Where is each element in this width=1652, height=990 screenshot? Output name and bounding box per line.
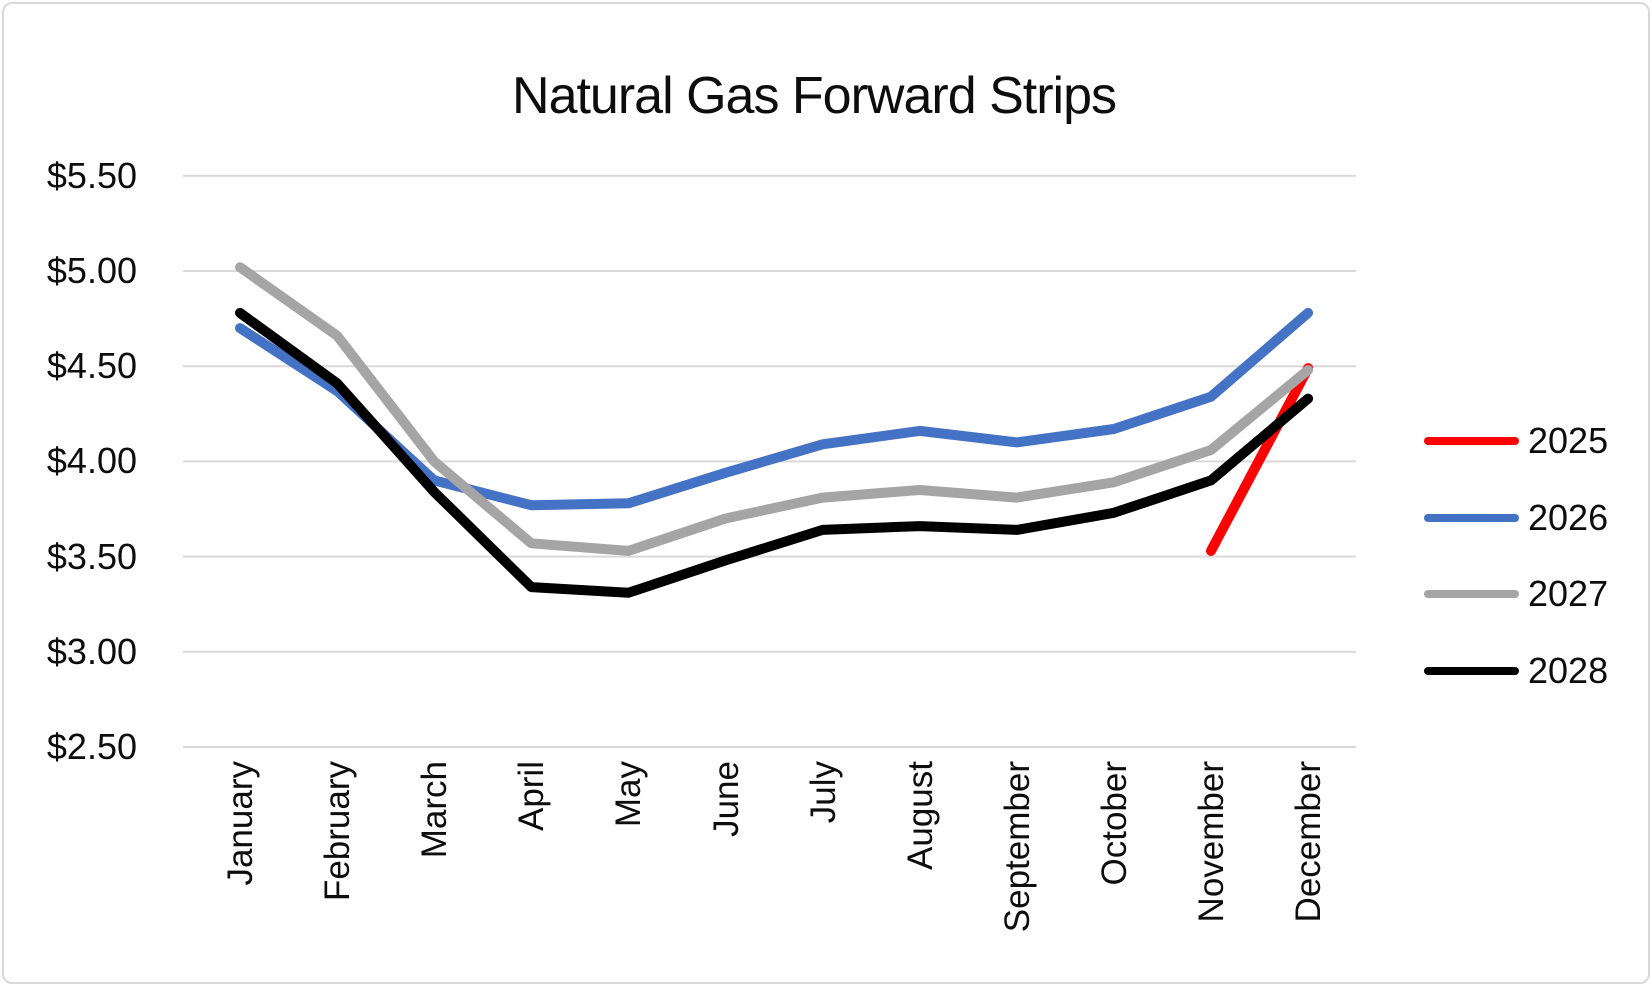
- legend-swatch-icon: [1424, 437, 1519, 445]
- legend-item-2026: 2026: [1424, 498, 1652, 538]
- x-axis-month-label: September: [997, 761, 1037, 933]
- legend-item-2025: 2025: [1424, 421, 1652, 461]
- y-axis-tick-label: $2.50: [46, 726, 137, 767]
- y-axis-tick-label: $5.50: [46, 154, 137, 196]
- x-axis-month-label: December: [1289, 761, 1329, 923]
- x-axis-month-label: January: [221, 761, 260, 886]
- legend-label: 2028: [1528, 650, 1609, 691]
- legend-label: 2027: [1528, 573, 1609, 614]
- y-axis-tick-label: $4.00: [46, 440, 137, 482]
- x-axis-month-label: February: [318, 761, 358, 902]
- series-line-2025: [1206, 363, 1314, 556]
- x-axis-month-label: October: [1094, 761, 1134, 886]
- legend-item-2027: 2027: [1424, 574, 1652, 614]
- y-axis-tick-label: $3.00: [46, 630, 137, 672]
- legend-swatch-icon: [1424, 514, 1519, 522]
- plot-area: [183, 174, 1356, 748]
- legend-swatch-icon: [1424, 590, 1519, 598]
- y-axis-tick-label: $5.00: [46, 250, 137, 291]
- series-line-2028: [235, 307, 1314, 598]
- legend-label: 2025: [1528, 420, 1609, 461]
- x-axis-month-label: June: [706, 761, 746, 837]
- x-axis-month-label: July: [803, 761, 843, 824]
- legend-label: 2026: [1528, 497, 1609, 538]
- y-axis-tick-label: $3.50: [46, 535, 137, 577]
- x-axis-month-label: April: [512, 761, 552, 832]
- legend: 2025 2026 2027 2028: [1424, 4, 1652, 990]
- x-axis-month-label: March: [415, 761, 455, 859]
- x-axis-month-label: August: [900, 761, 940, 870]
- y-axis-tick-label: $4.50: [46, 345, 137, 387]
- legend-swatch-icon: [1424, 667, 1519, 675]
- x-axis-month-label: November: [1192, 761, 1231, 923]
- x-axis-month-label: May: [609, 761, 649, 828]
- series-line-2027: [235, 262, 1314, 556]
- chart-title: Natural Gas Forward Strips: [512, 67, 1117, 125]
- series-line-2026: [235, 307, 1314, 511]
- legend-item-2028: 2028: [1424, 651, 1652, 691]
